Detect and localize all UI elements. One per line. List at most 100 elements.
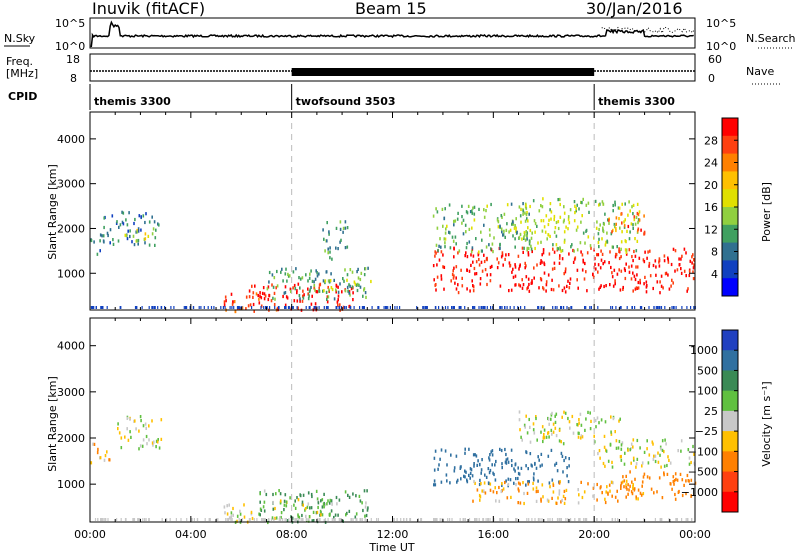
ground-cell <box>263 306 265 309</box>
data-cell <box>524 219 527 223</box>
data-cell <box>658 257 661 261</box>
data-cell <box>518 472 521 476</box>
ground-cell <box>452 306 454 309</box>
data-cell <box>90 238 93 243</box>
data-cell <box>611 275 614 279</box>
data-cell <box>465 246 468 250</box>
colorbar-swatch <box>722 491 738 513</box>
data-cell <box>641 464 643 468</box>
data-cell <box>670 262 673 267</box>
data-cell <box>655 273 657 277</box>
data-cell <box>669 482 672 486</box>
data-cell <box>270 299 273 303</box>
data-cell <box>310 269 312 273</box>
data-cell <box>329 256 331 260</box>
data-cell <box>648 476 651 480</box>
data-cell <box>137 242 139 246</box>
data-cell <box>568 221 571 225</box>
ground-cell <box>416 306 418 309</box>
data-cell <box>444 231 447 235</box>
data-cell <box>517 487 520 491</box>
data-cell <box>613 268 616 272</box>
data-cell <box>625 495 627 499</box>
data-cell <box>349 284 351 288</box>
data-cell <box>296 299 299 303</box>
data-cell <box>553 261 556 265</box>
ground-cell <box>540 306 543 309</box>
ground-cell <box>134 306 137 309</box>
data-cell <box>618 256 621 261</box>
ground-cell <box>356 518 358 521</box>
data-cell <box>345 513 347 517</box>
data-cell <box>541 229 544 233</box>
data-cell <box>476 488 479 492</box>
ground-cell <box>313 306 315 309</box>
data-cell <box>292 270 295 274</box>
data-cell <box>482 489 485 493</box>
data-cell <box>497 220 500 224</box>
data-cell <box>594 257 596 261</box>
ground-cell <box>549 518 551 521</box>
data-cell <box>542 287 545 291</box>
data-cell <box>505 461 508 465</box>
data-cell <box>293 283 296 288</box>
data-cell <box>593 434 595 438</box>
ground-cell <box>151 306 153 309</box>
data-cell <box>607 218 609 222</box>
data-cell <box>521 286 524 290</box>
data-cell <box>344 268 346 272</box>
data-cell <box>145 426 147 430</box>
y-tick-label: 2000 <box>57 432 85 445</box>
data-cell <box>585 203 588 207</box>
data-cell <box>672 281 674 285</box>
ground-cell <box>468 518 471 521</box>
data-cell <box>358 283 360 287</box>
data-cell <box>611 465 614 469</box>
data-cell <box>337 513 339 517</box>
data-cell <box>460 465 462 469</box>
data-cell <box>564 267 567 271</box>
data-cell <box>626 229 628 233</box>
data-cell <box>615 227 617 231</box>
ground-cell <box>578 518 580 521</box>
data-cell <box>569 277 572 281</box>
data-cell <box>367 506 369 510</box>
data-cell <box>678 263 681 267</box>
data-cell <box>508 230 510 234</box>
data-cell <box>467 204 470 208</box>
data-cell <box>558 439 561 443</box>
ground-cell <box>93 306 95 309</box>
data-cell <box>608 221 610 225</box>
ground-cell <box>447 306 449 309</box>
data-cell <box>528 289 531 293</box>
ground-cell <box>238 518 240 521</box>
data-cell <box>605 449 608 453</box>
data-cell <box>318 272 320 276</box>
ground-cell <box>473 306 475 309</box>
data-cell <box>355 494 357 498</box>
data-cell <box>596 482 598 487</box>
data-cell <box>318 283 321 287</box>
data-cell <box>526 431 529 435</box>
data-cell <box>632 259 634 263</box>
data-cell <box>136 230 139 234</box>
data-cell <box>303 293 305 297</box>
data-cell <box>599 266 602 270</box>
data-cell <box>263 489 266 493</box>
data-cell <box>444 245 446 249</box>
data-cell <box>506 222 508 226</box>
data-cell <box>314 277 317 281</box>
data-cell <box>630 490 633 494</box>
data-cell <box>588 210 590 214</box>
data-cell <box>298 515 301 520</box>
data-cell <box>129 430 131 434</box>
data-cell <box>142 438 145 442</box>
ground-cell <box>333 518 335 521</box>
data-cell <box>144 237 147 241</box>
data-cell <box>472 284 474 288</box>
data-cell <box>625 474 627 478</box>
data-cell <box>223 303 226 307</box>
data-cell <box>554 463 556 467</box>
ground-cell <box>139 518 141 521</box>
data-cell <box>511 270 513 274</box>
